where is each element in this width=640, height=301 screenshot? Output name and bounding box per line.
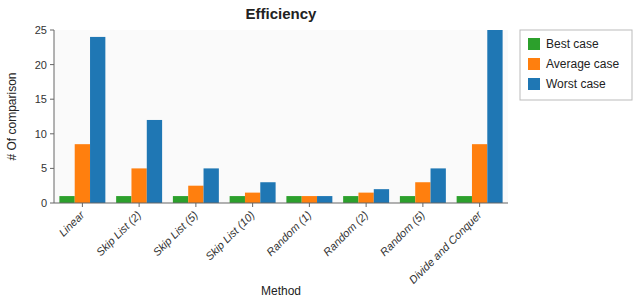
chart-svg: 0510152025LinearSkip List (2)Skip List (… <box>0 0 640 301</box>
bar <box>431 168 446 203</box>
bar <box>260 182 275 203</box>
bar <box>90 37 105 203</box>
y-axis-line <box>54 30 55 203</box>
y-tick <box>50 30 54 31</box>
bar <box>173 196 188 203</box>
bar <box>374 189 389 203</box>
legend-swatch <box>528 58 540 70</box>
y-tick-label: 25 <box>35 24 47 36</box>
y-tick <box>50 168 54 169</box>
title: Efficiency <box>246 5 318 22</box>
bar <box>415 182 430 203</box>
bar <box>400 196 415 203</box>
x-tick <box>252 203 253 207</box>
x-tick-label: Skip List (2) <box>94 208 144 258</box>
legend-swatch <box>528 38 540 50</box>
x-tick <box>195 203 196 207</box>
bar <box>230 196 245 203</box>
legend-swatch <box>528 78 540 90</box>
x-tick <box>366 203 367 207</box>
bar <box>472 144 487 203</box>
x-tick-label: Linear <box>56 208 87 239</box>
x-tick-label: Skip List (5) <box>150 208 200 258</box>
bar <box>358 193 373 203</box>
legend-label: Worst case <box>546 77 606 91</box>
x-tick-label: Random (5) <box>377 208 427 258</box>
bar <box>59 196 74 203</box>
y-tick-label: 20 <box>35 59 47 71</box>
x-tick <box>82 203 83 207</box>
legend-label: Average case <box>546 57 619 71</box>
y-tick <box>50 64 54 65</box>
bar <box>204 168 219 203</box>
legend-box <box>520 30 632 100</box>
bar <box>188 186 203 203</box>
bar <box>457 196 472 203</box>
x-axis-line <box>54 203 508 204</box>
y-tick-label: 15 <box>35 93 47 105</box>
x-tick-label: Random (2) <box>321 208 371 258</box>
x-tick-label: Divide and Conquer <box>407 208 485 286</box>
bar <box>75 144 90 203</box>
x-tick-label: Skip List (10) <box>203 208 257 262</box>
y-tick-label: 10 <box>35 128 47 140</box>
x-tick-label: Random (1) <box>264 208 314 258</box>
plot-background <box>54 30 508 203</box>
legend: Best case Average case Worst case <box>520 30 632 100</box>
bar <box>302 196 317 203</box>
x-axis-label: Method <box>261 284 301 298</box>
x-tick <box>479 203 480 207</box>
y-tick <box>50 203 54 204</box>
y-tick-label: 5 <box>41 162 47 174</box>
chart-container: 0510152025LinearSkip List (2)Skip List (… <box>0 0 640 301</box>
x-tick <box>309 203 310 207</box>
x-tick <box>139 203 140 207</box>
y-tick-label: 0 <box>41 197 47 209</box>
bar <box>245 193 260 203</box>
bar <box>317 196 332 203</box>
bars <box>59 30 502 203</box>
bar <box>131 168 146 203</box>
bar <box>343 196 358 203</box>
legend-label: Best case <box>546 37 599 51</box>
y-tick <box>50 99 54 100</box>
x-tick <box>422 203 423 207</box>
bar <box>487 30 502 203</box>
y-tick <box>50 133 54 134</box>
bar <box>286 196 301 203</box>
bar <box>116 196 131 203</box>
y-axis-label: # Of comparison <box>5 72 19 160</box>
bar <box>147 120 162 203</box>
